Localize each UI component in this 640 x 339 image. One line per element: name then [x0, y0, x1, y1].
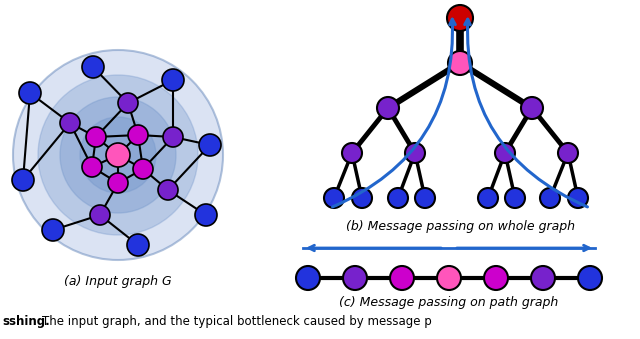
- Ellipse shape: [60, 113, 80, 133]
- Ellipse shape: [106, 143, 130, 167]
- Ellipse shape: [531, 266, 555, 290]
- Ellipse shape: [86, 127, 106, 147]
- Ellipse shape: [495, 143, 515, 163]
- Ellipse shape: [415, 188, 435, 208]
- Ellipse shape: [521, 97, 543, 119]
- Ellipse shape: [133, 159, 153, 179]
- Ellipse shape: [108, 173, 128, 193]
- Ellipse shape: [324, 188, 344, 208]
- Ellipse shape: [158, 180, 178, 200]
- Ellipse shape: [377, 97, 399, 119]
- Ellipse shape: [558, 143, 578, 163]
- Ellipse shape: [540, 188, 560, 208]
- Ellipse shape: [296, 266, 320, 290]
- Ellipse shape: [447, 5, 473, 31]
- Ellipse shape: [478, 188, 498, 208]
- Ellipse shape: [90, 205, 110, 225]
- Ellipse shape: [199, 134, 221, 156]
- Ellipse shape: [352, 188, 372, 208]
- Ellipse shape: [163, 127, 183, 147]
- Ellipse shape: [343, 266, 367, 290]
- Ellipse shape: [118, 93, 138, 113]
- Ellipse shape: [390, 266, 414, 290]
- Text: sshing.: sshing.: [2, 315, 50, 328]
- Ellipse shape: [568, 188, 588, 208]
- Ellipse shape: [82, 157, 102, 177]
- Ellipse shape: [13, 50, 223, 260]
- Ellipse shape: [195, 204, 217, 226]
- Circle shape: [38, 75, 198, 235]
- Ellipse shape: [484, 266, 508, 290]
- Circle shape: [80, 117, 156, 193]
- Text: (c) Message passing on path graph: (c) Message passing on path graph: [339, 296, 559, 309]
- Ellipse shape: [127, 234, 149, 256]
- Ellipse shape: [128, 125, 148, 145]
- Ellipse shape: [505, 188, 525, 208]
- Text: The input graph, and the typical bottleneck caused by message p: The input graph, and the typical bottlen…: [42, 315, 432, 328]
- Ellipse shape: [578, 266, 602, 290]
- Ellipse shape: [12, 169, 34, 191]
- Ellipse shape: [82, 56, 104, 78]
- Ellipse shape: [342, 143, 362, 163]
- Ellipse shape: [388, 188, 408, 208]
- Ellipse shape: [162, 69, 184, 91]
- Ellipse shape: [437, 266, 461, 290]
- Ellipse shape: [19, 82, 41, 104]
- Circle shape: [60, 97, 176, 213]
- Ellipse shape: [42, 219, 64, 241]
- Ellipse shape: [405, 143, 425, 163]
- Text: (b) Message passing on whole graph: (b) Message passing on whole graph: [346, 220, 575, 233]
- Ellipse shape: [448, 51, 472, 75]
- Text: (a) Input graph G: (a) Input graph G: [64, 275, 172, 288]
